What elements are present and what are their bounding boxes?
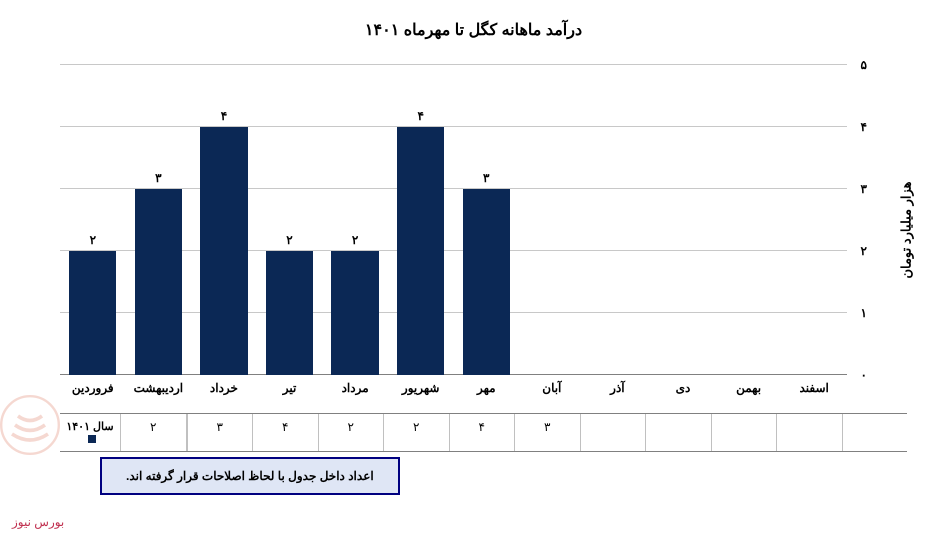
bar: ۲ bbox=[266, 251, 313, 375]
chart-area: هزار میلیارد تومان ۰ ۱ ۲ ۳ ۴ ۵ ۲۳۴۲۲۴۳ ف… bbox=[60, 55, 907, 405]
table-cell: ۲ bbox=[383, 414, 449, 451]
table-cell: ۳ bbox=[187, 414, 253, 451]
y-tick: ۳ bbox=[861, 182, 867, 196]
bar-slot: ۴ bbox=[388, 65, 454, 375]
bar: ۳ bbox=[463, 189, 510, 375]
bar-slot: ۴ bbox=[191, 65, 257, 375]
table-cell bbox=[645, 414, 711, 451]
bar-slot: ۲ bbox=[60, 65, 126, 375]
bar-value-label: ۴ bbox=[397, 109, 444, 123]
data-table: سال ۱۴۰۱ ۲۳۴۲۲۴۳ bbox=[60, 413, 907, 452]
bar-slot: ۳ bbox=[453, 65, 519, 375]
x-axis-label: بهمن bbox=[716, 375, 782, 405]
bar: ۴ bbox=[200, 127, 247, 375]
bar: ۴ bbox=[397, 127, 444, 375]
y-axis-label: هزار میلیارد تومان bbox=[898, 181, 914, 278]
bar: ۲ bbox=[331, 251, 378, 375]
x-axis-label: فروردین bbox=[60, 375, 126, 405]
x-axis: فروردیناردیبهشتخردادتیرمردادشهریورمهرآبا… bbox=[60, 375, 847, 405]
x-axis-label: دی bbox=[650, 375, 716, 405]
bar: ۲ bbox=[69, 251, 116, 375]
bar-slot: ۲ bbox=[257, 65, 323, 375]
x-axis-label: مرداد bbox=[322, 375, 388, 405]
y-tick: ۴ bbox=[861, 120, 867, 134]
y-tick: ۵ bbox=[861, 58, 867, 72]
table-cell bbox=[842, 414, 908, 451]
table-row: سال ۱۴۰۱ ۲۳۴۲۲۴۳ bbox=[60, 413, 907, 452]
bar-slot bbox=[650, 65, 716, 375]
table-cell: ۳ bbox=[514, 414, 580, 451]
table-cell: ۴ bbox=[252, 414, 318, 451]
credit-text: بورس نیوز bbox=[12, 515, 64, 529]
legend-swatch-icon bbox=[88, 435, 96, 443]
x-axis-label: اسفند bbox=[781, 375, 847, 405]
y-tick: ۲ bbox=[861, 244, 867, 258]
watermark-icon bbox=[0, 395, 60, 455]
x-axis-label: شهریور bbox=[388, 375, 454, 405]
bar-value-label: ۳ bbox=[135, 171, 182, 185]
table-cell: ۲ bbox=[120, 414, 187, 451]
bar-slot bbox=[716, 65, 782, 375]
note-box: اعداد داخل جدول با لحاظ اصلاحات قرار گرف… bbox=[100, 457, 400, 495]
bar-value-label: ۲ bbox=[69, 233, 116, 247]
x-axis-label: اردیبهشت bbox=[126, 375, 192, 405]
table-cell bbox=[580, 414, 646, 451]
x-axis-label: تیر bbox=[257, 375, 323, 405]
bar-value-label: ۳ bbox=[463, 171, 510, 185]
y-tick: ۱ bbox=[861, 306, 867, 320]
table-cell bbox=[711, 414, 777, 451]
x-axis-label: مهر bbox=[453, 375, 519, 405]
table-cell: ۲ bbox=[318, 414, 384, 451]
bar-value-label: ۲ bbox=[266, 233, 313, 247]
bar-slot bbox=[519, 65, 585, 375]
chart-title: درآمد ماهانه کگل تا مهرماه ۱۴۰۱ bbox=[0, 0, 947, 55]
bar-slot bbox=[781, 65, 847, 375]
x-axis-label: خرداد bbox=[191, 375, 257, 405]
bar-slot bbox=[585, 65, 651, 375]
series-legend: سال ۱۴۰۱ bbox=[60, 414, 120, 451]
x-axis-label: آبان bbox=[519, 375, 585, 405]
bars-container: ۲۳۴۲۲۴۳ bbox=[60, 65, 847, 375]
bar-value-label: ۴ bbox=[200, 109, 247, 123]
x-axis-label: آذر bbox=[585, 375, 651, 405]
bar-slot: ۲ bbox=[322, 65, 388, 375]
plot-region: ۰ ۱ ۲ ۳ ۴ ۵ ۲۳۴۲۲۴۳ bbox=[60, 65, 847, 375]
bar: ۳ bbox=[135, 189, 182, 375]
table-cell: ۴ bbox=[449, 414, 515, 451]
bar-slot: ۳ bbox=[126, 65, 192, 375]
table-cell bbox=[776, 414, 842, 451]
y-tick: ۰ bbox=[861, 368, 867, 382]
bar-value-label: ۲ bbox=[331, 233, 378, 247]
